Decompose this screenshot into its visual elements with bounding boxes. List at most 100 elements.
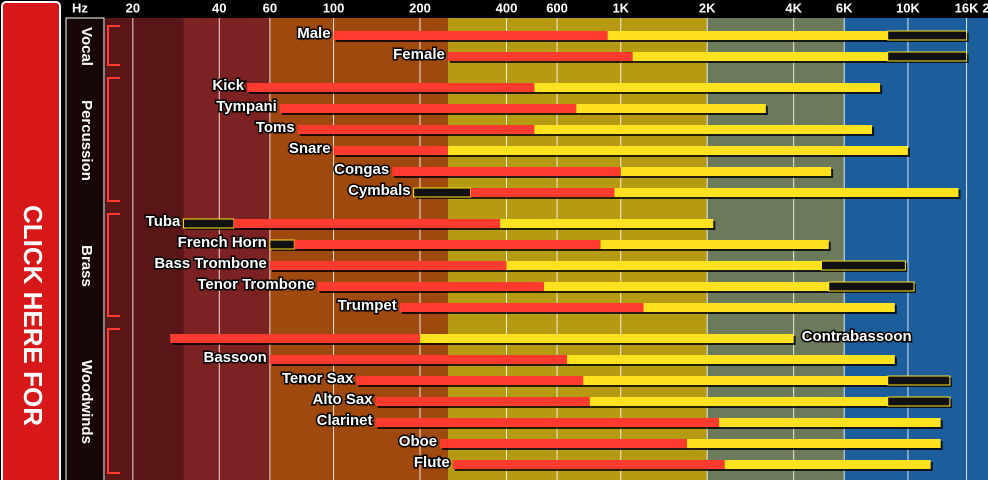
bar-segment <box>607 31 888 40</box>
instrument-label: Male <box>297 25 330 42</box>
group-column <box>65 17 105 480</box>
group-bracket <box>107 25 120 66</box>
bar-segment <box>506 261 822 270</box>
bar-segment <box>887 51 968 62</box>
x-tick-label: 60 <box>263 0 277 15</box>
x-tick-label: 20K <box>982 0 988 15</box>
bar-segment <box>294 240 601 249</box>
button-face[interactable] <box>1 1 61 480</box>
bar-segment <box>724 460 931 469</box>
bar-segment <box>420 334 794 343</box>
x-tick-label: 10K <box>896 0 920 15</box>
bar-segment <box>567 355 895 364</box>
group-bracket <box>107 328 120 474</box>
x-tick-label: 1K <box>612 0 629 15</box>
instrument-label: Congas <box>334 161 389 178</box>
instrument-label: Kick <box>212 77 244 94</box>
group-bracket <box>107 77 120 202</box>
bar-segment <box>333 31 608 40</box>
instrument-label: Female <box>393 46 445 63</box>
bar-segment <box>375 418 720 427</box>
instrument-label: Alto Sax <box>313 391 374 408</box>
bar-segment <box>534 83 881 92</box>
instrument-label: French Horn <box>178 234 267 251</box>
bar-segment <box>583 376 888 385</box>
group-label: Vocal <box>78 27 95 66</box>
instrument-label: Trumpet <box>338 297 397 314</box>
bar-segment <box>440 439 687 448</box>
bar-segment <box>447 146 908 155</box>
bar-segment <box>828 281 915 292</box>
bar-segment <box>686 439 941 448</box>
bar-segment <box>887 396 951 407</box>
bar-segment <box>614 188 959 197</box>
instrument-label: Toms <box>256 119 295 136</box>
instrument-label: Contrabassoon <box>802 328 912 345</box>
bar-segment <box>413 187 472 198</box>
bar-segment <box>470 188 615 197</box>
bar-segment <box>170 334 421 343</box>
instrument-label: Clarinet <box>317 412 373 429</box>
bar-segment <box>399 303 644 312</box>
x-tick-label: 100 <box>323 0 345 15</box>
bar-segment <box>576 104 766 113</box>
bar-segment <box>620 167 832 176</box>
bar-segment <box>887 30 968 41</box>
bar-segment <box>233 219 501 228</box>
instrument-label: Tenor Sax <box>282 370 354 387</box>
x-tick-label: 200 <box>409 0 431 15</box>
instrument-label: Flute <box>414 454 450 471</box>
bar-segment <box>643 303 895 312</box>
button-label[interactable]: CLICK HERE FOR <box>18 205 48 426</box>
bar-segment <box>297 125 535 134</box>
bar-segment <box>632 52 888 61</box>
group-label: Percussion <box>78 100 95 181</box>
instrument-label: Tympani <box>216 98 277 115</box>
bar-segment <box>600 240 829 249</box>
x-tick-label: 40 <box>212 0 226 15</box>
x-tick-label: 4K <box>785 0 802 15</box>
bar-segment <box>317 282 544 291</box>
instrument-label: Cymbals <box>348 182 411 199</box>
instrument-label: Snare <box>289 140 331 157</box>
bar-segment <box>279 104 577 113</box>
bar-segment <box>269 355 568 364</box>
bar-segment <box>333 146 448 155</box>
bar-segment <box>719 418 941 427</box>
bar-segment <box>182 218 235 229</box>
instrument-label: Tuba <box>146 213 181 230</box>
bar-segment <box>392 167 621 176</box>
x-tick-label: 20 <box>126 0 140 15</box>
band <box>183 18 270 480</box>
group-bracket <box>107 213 120 317</box>
instrument-label: Tenor Trombone <box>197 276 314 293</box>
bar-segment <box>452 460 725 469</box>
x-tick-label: 6K <box>836 0 853 15</box>
x-tick-label: 600 <box>546 0 568 15</box>
x-tick-label: 16K <box>955 0 979 15</box>
x-tick-label: 2K <box>699 0 716 15</box>
x-tick-label: 400 <box>496 0 518 15</box>
axis-unit: Hz <box>72 0 88 15</box>
instrument-label: Bassoon <box>203 349 266 366</box>
sidebar-button[interactable]: CLICK HERE FOR <box>1 1 61 480</box>
bar-segment <box>269 261 507 270</box>
bar-segment <box>269 239 295 250</box>
instrument-label: Oboe <box>399 433 437 450</box>
bar-segment <box>887 375 951 386</box>
bar-segment <box>247 83 535 92</box>
bar-segment <box>375 397 590 406</box>
instrument-label: Bass Trombone <box>154 255 267 272</box>
bar-segment <box>356 376 584 385</box>
group-label: Woodwinds <box>78 360 95 444</box>
group-label: Brass <box>78 245 95 287</box>
bar-segment <box>447 52 633 61</box>
bar-segment <box>543 282 829 291</box>
bar-segment <box>534 125 873 134</box>
bar-segment <box>589 397 888 406</box>
bar-segment <box>500 219 714 228</box>
bar-segment <box>820 260 906 271</box>
band <box>105 18 184 480</box>
